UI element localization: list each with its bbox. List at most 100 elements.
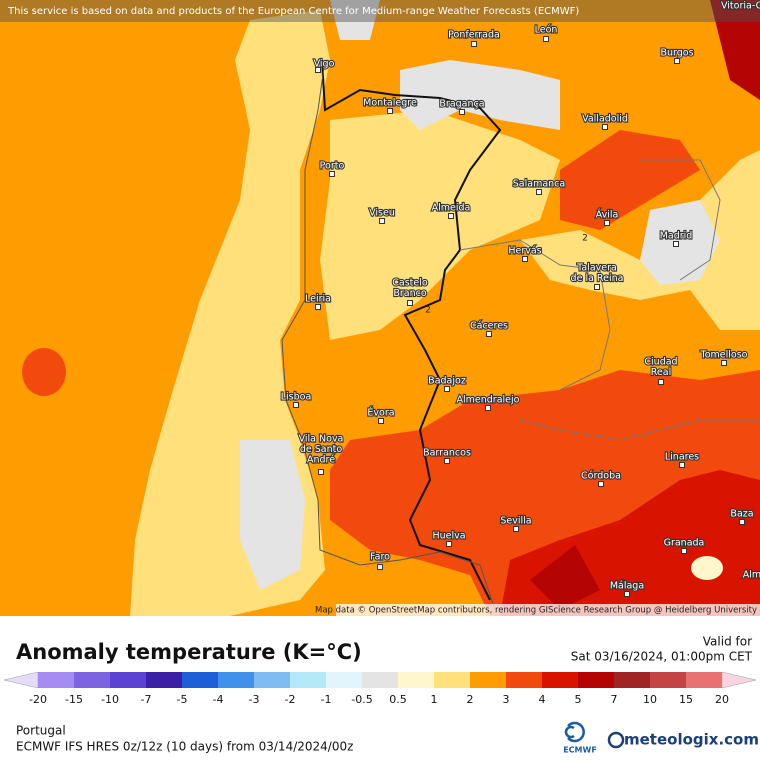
legend-tick-label: -0.5 [351,693,372,706]
city-label: Córdoba [581,471,621,482]
coastline [281,59,496,611]
notice-bar [0,0,760,22]
city-dot [387,108,393,114]
very-hot-zone [530,545,600,610]
city-dot [318,469,324,475]
legend-swatch [182,672,219,688]
legend-swatch [470,672,507,688]
city-label: Ponferrada [448,30,500,41]
city-dot [536,189,542,195]
city-label: André [307,455,335,466]
legend-swatch [218,672,255,688]
legend-swatch [326,672,363,688]
city-label: Tomelloso [700,350,748,361]
ecmwf-logo: ECMWF [563,746,597,755]
city-dot [513,526,519,532]
city-label: Linares [665,452,699,463]
city-label: Vila Nova [299,434,344,445]
warm-zone [560,130,700,230]
city-dot [329,171,335,177]
legend-swatch [398,672,435,688]
city-label: Burgos [660,48,693,59]
city-dot [471,41,477,47]
valid-time: Sat 03/16/2024, 01:00pm CET [571,650,753,664]
city-label: Ávila [596,209,619,221]
legend-arrow [3,671,39,689]
legend-tick-label: -3 [249,693,260,706]
legend-swatch [146,672,183,688]
legend-swatch [74,672,111,688]
city-dot [543,36,549,42]
region: Portugal [16,724,66,738]
city-label: Almeida [432,203,471,214]
city-dot [739,519,745,525]
city-label: de Santo [300,444,342,455]
city-label: Badajoz [428,376,466,387]
city-label: Salamanca [513,179,565,190]
city-label: de la Reina [571,273,624,284]
legend-tick-label: 20 [715,693,729,706]
city-dot [379,218,385,224]
city-label: Castelo [392,278,428,289]
city-label: Leiria [305,294,331,305]
legend-swatch [38,672,75,688]
legend-arrow [721,671,757,689]
city-dot [446,541,452,547]
city-dot [486,331,492,337]
legend-tick-label: 15 [679,693,693,706]
legend-swatch [542,672,579,688]
site-icon [607,731,625,749]
inland-band [320,110,560,340]
city-label: León [535,25,558,36]
legend-swatch [650,672,687,688]
city-label: Ciudad [644,357,677,368]
city-label: Montalegre [363,98,417,109]
city-dot [602,124,608,130]
legend-swatch [434,672,471,688]
city-dot [407,300,413,306]
city-label: Barrancos [423,448,471,459]
legend-swatch [110,672,147,688]
city-label: Real [651,367,671,378]
contour-label: 2 [582,234,588,244]
legend-tick-label: 2 [467,693,474,706]
legend-tick-label: 0.5 [389,693,407,706]
city-dot [594,284,600,290]
city-dot [721,360,727,366]
city-label: Granada [664,538,705,549]
city-layer: Vitoria-G Ponferrada León Vigo Burgos Montale… [280,0,760,597]
header-notice: This service is based on data and produc… [7,6,579,17]
attribution-bar [336,604,760,616]
city-label: Porto [320,161,345,172]
legend-swatch [290,672,327,688]
grey-zone [640,200,720,285]
city-dot [315,67,321,73]
legend-swatch [362,672,399,688]
city-label: Sevilla [500,516,531,527]
grey-zone [330,0,380,40]
city-dot [624,591,630,597]
legend-tick-label: 3 [503,693,510,706]
region-border [459,159,760,441]
contour-label: 2 [425,306,431,316]
city-dot [673,241,679,247]
city-dot [604,220,610,226]
city-dot [522,256,528,262]
legend-tick-label: 10 [643,693,657,706]
model-info: ECMWF IFS HRES 0z/12z (10 days) from 03/… [16,740,353,754]
site-logo: meteologix.com [624,731,759,749]
city-label: Vigo [314,59,335,70]
city-dot [315,304,321,310]
city-label: Faro [370,552,390,563]
legend-tick-label: -7 [141,693,152,706]
city-label: Viseu [369,208,395,219]
city-dot [448,213,454,219]
city-label: Évora [367,407,394,419]
city-label: Valladolid [582,114,628,125]
legend-tick-label: 1 [431,693,438,706]
legend-tick-label: -10 [101,693,119,706]
warm-spot [22,348,66,396]
city-label: Alm [743,570,760,581]
city-dot [444,458,450,464]
